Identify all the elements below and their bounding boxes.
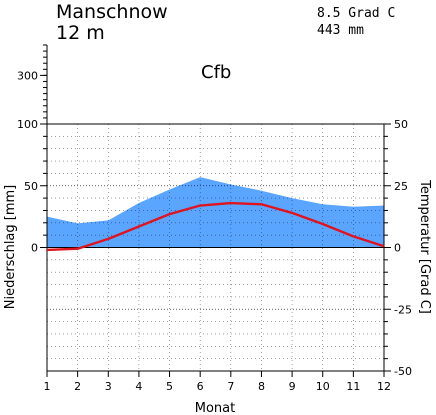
- x-tick-label: 9: [289, 380, 296, 393]
- temperature-line: [46, 201, 385, 252]
- x-tick-label: 10: [316, 380, 330, 393]
- right-tick-label: 25: [394, 180, 408, 193]
- precipitation-area: [47, 177, 384, 248]
- mean-temperature: 8.5 Grad C: [317, 6, 395, 21]
- x-tick-label: 11: [346, 380, 360, 393]
- right-tick-label: -50: [394, 365, 412, 378]
- left-tick-label: 0: [31, 242, 38, 255]
- x-tick-label: 12: [377, 380, 391, 393]
- left-axis-title: Niederschlag [mm]: [3, 185, 18, 310]
- x-tick-label: 1: [44, 380, 51, 393]
- upper-tick-label: 300: [17, 69, 38, 82]
- x-tick-label: 2: [74, 380, 81, 393]
- x-tick-label: 4: [135, 380, 142, 393]
- plot-area: [46, 123, 385, 372]
- annual-precipitation: 443 mm: [317, 23, 364, 38]
- climate-classification: Cfb: [201, 62, 231, 83]
- station-name: Manschnow: [56, 1, 168, 23]
- upper-precip-axis: 300: [17, 44, 48, 125]
- x-tick-label: 7: [227, 380, 234, 393]
- right-tick-label: -25: [394, 303, 412, 316]
- right-tick-label: 0: [394, 242, 401, 255]
- x-tick-label: 6: [197, 380, 204, 393]
- x-axis-title: Monat: [195, 401, 235, 415]
- right-axis-title: Temperatur [Grad C]: [417, 179, 432, 314]
- right-tick-label: 50: [394, 118, 408, 131]
- left-tick-label: 50: [24, 180, 38, 193]
- x-axis-ticks: 1 2 3 4 5 6 7 8 9 10 11 12: [44, 371, 391, 393]
- x-tick-label: 5: [166, 380, 173, 393]
- left-tick-label: 100: [17, 118, 38, 131]
- left-axis-ticks: 100 50 0: [17, 118, 47, 255]
- station-elevation: 12 m: [56, 22, 105, 44]
- x-tick-label: 3: [105, 380, 112, 393]
- right-axis-ticks: 50 25 0 -25 -50: [384, 118, 412, 378]
- x-tick-label: 8: [258, 380, 265, 393]
